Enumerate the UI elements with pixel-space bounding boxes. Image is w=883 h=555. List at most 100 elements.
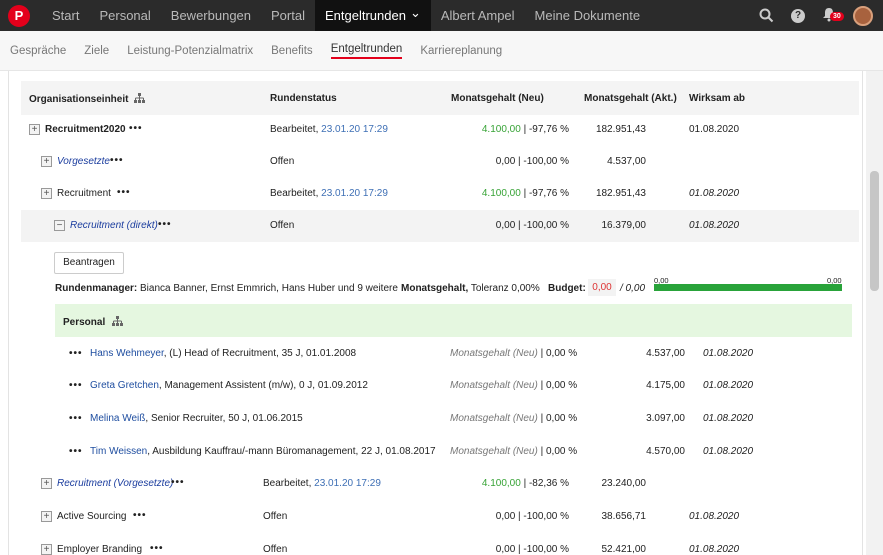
more-options-icon[interactable]: ••• [150,543,164,554]
employee-row[interactable]: ••• Hans Wehmeyer, (L) Head of Recruitme… [55,337,852,369]
org-chart-icon[interactable] [112,316,124,326]
col-org[interactable]: Organisationseinheit [29,93,146,105]
more-options-icon[interactable]: ••• [110,155,124,166]
employee-row[interactable]: ••• Tim Weissen, Ausbildung Kauffrau/-ma… [55,435,852,467]
tab-karriereplanung[interactable]: Karriereplanung [420,44,503,57]
col-ms-act[interactable]: Monatsgehalt (Akt.) [584,93,677,104]
budget-label: Budget: [548,283,586,294]
org-name[interactable]: Recruitment [57,188,111,199]
salary-new: 0,00 | -100,00 % [495,156,569,167]
status: Bearbeitet, 23.01.20 17:29 [263,478,381,489]
employee-link[interactable]: Tim Weissen [90,446,148,457]
table-row[interactable]: + Vorgesetzte ••• Offen 0,00 | -100,00 %… [21,146,859,178]
col-status[interactable]: Rundenstatus [270,93,337,104]
employee-link[interactable]: Greta Gretchen [90,380,159,391]
nav-personal[interactable]: Personal [99,8,151,23]
table-row[interactable]: + Active Sourcing ••• Offen 0,00 | -100,… [21,501,859,533]
more-options-icon[interactable]: ••• [69,413,83,424]
salary-actual: 16.379,00 [601,220,647,231]
status: Offen [270,156,295,167]
budget-value: 0,00 [588,279,616,296]
nav-meine-dokumente[interactable]: Meine Dokumente [534,8,641,23]
more-options-icon[interactable]: ••• [133,510,147,521]
org-name[interactable]: Recruitment2020 [45,124,126,135]
nav-entgeltrunden[interactable]: Entgeltrunden ⌄ [314,0,431,31]
salary-field: Monatsgehalt (Neu) | 0,00 % [450,413,578,424]
employee-info: Greta Gretchen, Management Assistent (m/… [90,380,368,391]
employee-row[interactable]: ••• Greta Gretchen, Management Assistent… [55,369,852,401]
status: Offen [263,544,288,555]
salary-new: 0,00 | -100,00 % [495,511,569,522]
tab-benefits[interactable]: Benefits [271,44,313,57]
salary-tolerance: Monatsgehalt, Toleranz 0,00% [401,283,540,294]
salary-actual: 23.240,00 [601,478,647,489]
org-name[interactable]: Recruitment (Vorgesetzte) [57,478,174,489]
effective-date: 01.08.2020 [703,446,754,457]
employee-link[interactable]: Hans Wehmeyer [90,348,164,359]
budget-bar-max: 0,00 [827,276,842,285]
nav-bewerbungen[interactable]: Bewerbungen [170,8,252,23]
round-managers: Rundenmanager: Bianca Banner, Ernst Emmr… [55,283,398,294]
col-ms-new[interactable]: Monatsgehalt (Neu) [451,93,544,104]
salary-actual: 182.951,43 [595,188,646,199]
apply-button[interactable]: Beantragen [54,252,124,274]
salary-value: 4.570,00 [646,446,685,457]
more-options-icon[interactable]: ••• [117,187,131,198]
sub-navigation: Gespräche Ziele Leistung-Potenzialmatrix… [0,31,883,71]
salary-field: Monatsgehalt (Neu) | 0,00 % [450,348,578,359]
user-avatar[interactable] [853,5,873,26]
org-name[interactable]: Employer Branding [57,544,143,555]
org-name[interactable]: Vorgesetzte [57,156,110,167]
nav-start[interactable]: Start [52,8,80,23]
scrollbar-thumb[interactable] [870,171,879,291]
bell-icon[interactable]: 30 [822,7,844,25]
more-options-icon[interactable]: ••• [171,477,185,488]
collapse-icon[interactable]: − [54,220,65,231]
table-row[interactable]: + Recruitment ••• Bearbeitet, 23.01.20 1… [21,178,859,210]
app-logo[interactable]: P [8,4,30,27]
tab-gespraeche[interactable]: Gespräche [10,44,67,57]
effective-date: 01.08.2020 [689,124,740,135]
nav-portal[interactable]: Portal [271,8,305,23]
more-options-icon[interactable]: ••• [69,380,83,391]
table-row[interactable]: + Recruitment (Vorgesetzte) ••• Bearbeit… [21,468,859,500]
col-effective[interactable]: Wirksam ab [689,93,746,104]
expand-icon[interactable]: + [29,124,40,135]
status: Bearbeitet, 23.01.20 17:29 [270,124,388,135]
tab-entgeltrunden[interactable]: Entgeltrunden [330,31,403,71]
more-options-icon[interactable]: ••• [69,348,83,359]
salary-value: 4.175,00 [646,380,685,391]
more-options-icon[interactable]: ••• [69,446,83,457]
table-row-expanded[interactable]: − Recruitment (direkt) ••• Offen 0,00 | … [21,210,859,242]
expand-icon[interactable]: + [41,478,52,489]
table-row[interactable]: + Employer Branding ••• Offen 0,00 | -10… [21,534,859,555]
org-chart-icon[interactable] [134,93,146,103]
employee-row[interactable]: ••• Melina Weiß, Senior Recruiter, 50 J,… [55,402,852,434]
expand-icon[interactable]: + [41,511,52,522]
search-icon[interactable] [759,8,774,23]
salary-actual: 38.656,71 [601,511,647,522]
org-name[interactable]: Recruitment (direkt) [70,220,158,231]
org-name[interactable]: Active Sourcing [57,511,127,522]
personal-section-header: Personal [55,304,852,337]
section-title: Personal [63,316,124,328]
effective-date: 01.08.2020 [689,511,740,522]
salary-value: 3.097,00 [646,413,685,424]
nav-albert-ampel[interactable]: Albert Ampel [440,8,515,23]
notification-count-badge: 30 [830,11,844,21]
expand-icon[interactable]: + [41,156,52,167]
scrollbar[interactable] [866,71,883,555]
effective-date: 01.08.2020 [689,188,740,199]
help-icon[interactable]: ? [791,8,805,23]
tab-ziele[interactable]: Ziele [84,44,110,57]
status: Offen [263,511,288,522]
expand-icon[interactable]: + [41,544,52,555]
more-options-icon[interactable]: ••• [158,219,172,230]
more-options-icon[interactable]: ••• [129,123,143,134]
table-row[interactable]: + Recruitment2020 ••• Bearbeitet, 23.01.… [21,114,859,146]
employee-link[interactable]: Melina Weiß [90,413,146,424]
tab-leistung-potenzialmatrix[interactable]: Leistung-Potenzialmatrix [127,44,254,57]
budget-progress-bar [654,284,842,291]
expand-icon[interactable]: + [41,188,52,199]
budget-total: / 0,00 [620,283,646,294]
